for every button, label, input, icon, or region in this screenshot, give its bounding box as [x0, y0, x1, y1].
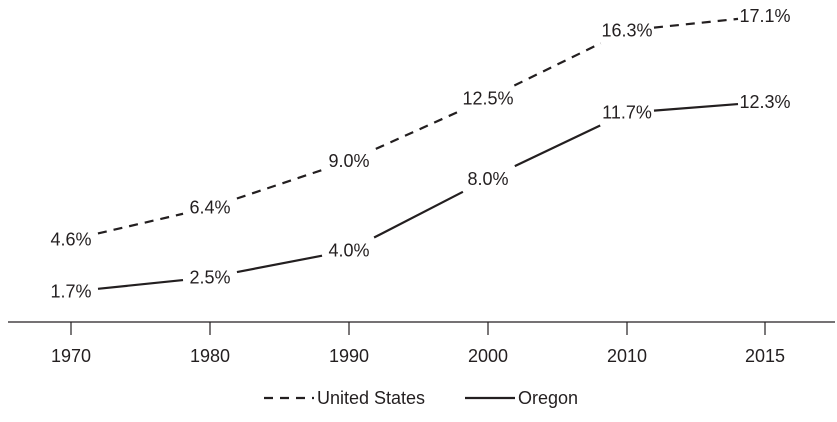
x-tick-label: 2015 [745, 346, 785, 366]
oregon-segment [236, 254, 323, 274]
oregon-data-label: 12.3% [739, 92, 790, 112]
x-tick-label: 1970 [51, 346, 91, 366]
oregon-segment [514, 124, 601, 168]
united-states-data-label: 16.3% [601, 20, 652, 40]
legend-label-united-states: United States [317, 388, 425, 408]
x-tick-label: 1980 [190, 346, 230, 366]
oregon-segment [97, 278, 184, 290]
oregon-segment [373, 190, 464, 239]
x-axis-ticks: 1970 1980 1990 2000 2010 2015 [51, 322, 785, 366]
data-labels: 4.6% 6.4% 9.0% 12.5% 16.3% 17.1% 1.7% 2.5% 4.0% 8… [50, 6, 790, 301]
oregon-data-label: 4.0% [328, 240, 369, 260]
legend-label-oregon: Oregon [518, 388, 578, 408]
united-states-segment [236, 168, 323, 200]
united-states-segment [653, 17, 739, 29]
oregon-data-label: 8.0% [467, 169, 508, 189]
united-states-segment [375, 109, 462, 150]
united-states-data-label: 6.4% [189, 198, 230, 218]
oregon-data-label: 1.7% [50, 282, 91, 302]
united-states-segment [97, 212, 184, 235]
oregon-segment [653, 102, 739, 112]
united-states-data-label: 17.1% [739, 6, 790, 26]
legend: United States Oregon [264, 388, 578, 408]
series-lines [97, 17, 739, 290]
x-tick-label: 1990 [329, 346, 369, 366]
united-states-data-label: 12.5% [462, 88, 513, 108]
united-states-data-label: 4.6% [50, 230, 91, 250]
x-tick-label: 2000 [468, 346, 508, 366]
oregon-data-label: 2.5% [189, 267, 230, 287]
united-states-data-label: 9.0% [328, 151, 369, 171]
x-tick-label: 2010 [607, 346, 647, 366]
oregon-data-label: 11.7% [602, 103, 652, 123]
united-states-segment [513, 42, 602, 87]
